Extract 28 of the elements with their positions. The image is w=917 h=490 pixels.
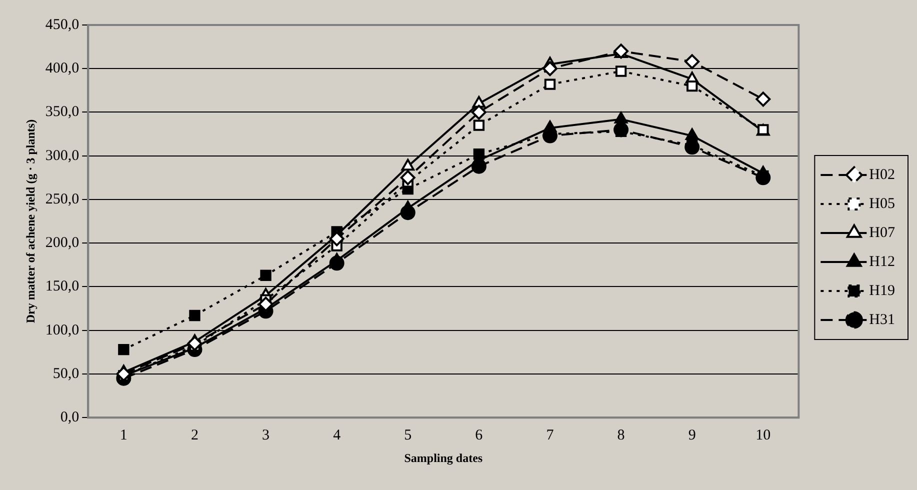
x-tick-label: 5 bbox=[404, 428, 412, 444]
legend-label: H05 bbox=[869, 196, 896, 212]
y-tick-label: 300,0 bbox=[45, 148, 80, 164]
y-tick-label: 50,0 bbox=[52, 366, 80, 382]
y-tick-label: 100,0 bbox=[45, 322, 80, 338]
x-tick-label: 7 bbox=[546, 428, 554, 444]
y-tick-label: 0,0 bbox=[60, 410, 80, 426]
x-tick-label: 9 bbox=[688, 428, 696, 444]
y-tick-label: 150,0 bbox=[45, 278, 80, 295]
x-tick-label: 1 bbox=[120, 428, 128, 444]
x-tick-label: 2 bbox=[190, 428, 198, 444]
legend-label: H02 bbox=[869, 166, 896, 183]
legend-label: H19 bbox=[869, 282, 896, 299]
y-axis-title: Dry matter of achene yield (g · 3 plants) bbox=[23, 119, 38, 324]
y-tick-label: 250,0 bbox=[45, 191, 80, 208]
x-tick-label: 4 bbox=[333, 428, 342, 444]
y-tick-label: 400,0 bbox=[45, 60, 80, 77]
x-tick-label: 6 bbox=[475, 428, 484, 444]
x-axis-title: Sampling dates bbox=[404, 450, 483, 465]
y-tick-label: 200,0 bbox=[45, 235, 80, 252]
x-tick-label: 3 bbox=[262, 428, 270, 444]
legend-label: H12 bbox=[869, 254, 896, 270]
legend-label: H07 bbox=[869, 224, 896, 241]
x-tick-label: 8 bbox=[617, 428, 625, 444]
x-tick-label: 10 bbox=[756, 428, 771, 444]
legend-label: H31 bbox=[869, 312, 896, 328]
y-tick-label: 350,0 bbox=[45, 104, 80, 120]
y-tick-label: 450,0 bbox=[45, 16, 80, 33]
